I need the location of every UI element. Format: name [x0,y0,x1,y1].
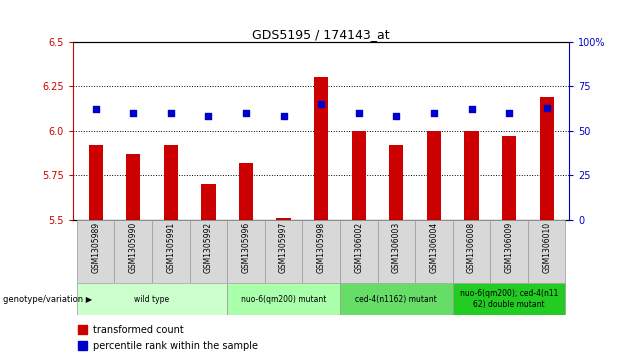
Point [504,110,514,116]
Bar [202,184,216,220]
Point [204,114,214,119]
Point [542,105,552,110]
Bar [464,131,479,220]
Bar [502,136,516,220]
Bar [77,220,114,283]
Bar [528,220,565,283]
Text: GSM1305989: GSM1305989 [91,222,100,273]
Text: GSM1306002: GSM1306002 [354,222,363,273]
Text: nuo-6(qm200); ced-4(n11
62) double mutant: nuo-6(qm200); ced-4(n11 62) double mutan… [460,289,558,309]
Bar [239,163,253,220]
Text: GSM1306009: GSM1306009 [504,222,514,273]
Text: GSM1305996: GSM1305996 [242,222,251,273]
Bar [340,220,378,283]
Point [241,110,251,116]
Text: GSM1306003: GSM1306003 [392,222,401,273]
Text: ced-4(n1162) mutant: ced-4(n1162) mutant [356,295,437,303]
Bar [78,325,87,334]
Bar [77,283,227,315]
Point [466,106,476,112]
Bar [539,97,554,220]
Bar [227,220,265,283]
Bar [415,220,453,283]
Bar [340,283,453,315]
Point [279,114,289,119]
Bar [265,220,302,283]
Bar [302,220,340,283]
Point [166,110,176,116]
Bar [314,77,328,220]
Bar [453,220,490,283]
Point [90,106,100,112]
Text: GSM1306008: GSM1306008 [467,222,476,273]
Bar [78,341,87,350]
Bar [114,220,152,283]
Bar [453,283,565,315]
Point [429,110,439,116]
Bar [427,131,441,220]
Text: GSM1306010: GSM1306010 [542,222,551,273]
Bar [277,218,291,220]
Bar [88,145,103,220]
Bar [227,283,340,315]
Bar [126,154,141,220]
Point [128,110,139,116]
Text: GSM1305992: GSM1305992 [204,222,213,273]
Bar [378,220,415,283]
Text: GSM1305998: GSM1305998 [317,222,326,273]
Text: GSM1305997: GSM1305997 [279,222,288,273]
Bar [352,131,366,220]
Text: GSM1305991: GSM1305991 [167,222,176,273]
Point [316,101,326,107]
Text: nuo-6(qm200) mutant: nuo-6(qm200) mutant [241,295,326,303]
Point [391,114,401,119]
Bar [152,220,190,283]
Point [354,110,364,116]
Bar [389,145,403,220]
Bar [490,220,528,283]
Text: GSM1306004: GSM1306004 [429,222,438,273]
Text: wild type: wild type [134,295,170,303]
Text: transformed count: transformed count [93,325,184,335]
Bar [163,145,178,220]
Bar [190,220,227,283]
Title: GDS5195 / 174143_at: GDS5195 / 174143_at [252,28,390,41]
Text: GSM1305990: GSM1305990 [128,222,138,273]
Text: percentile rank within the sample: percentile rank within the sample [93,341,258,351]
Text: genotype/variation ▶: genotype/variation ▶ [3,295,92,303]
